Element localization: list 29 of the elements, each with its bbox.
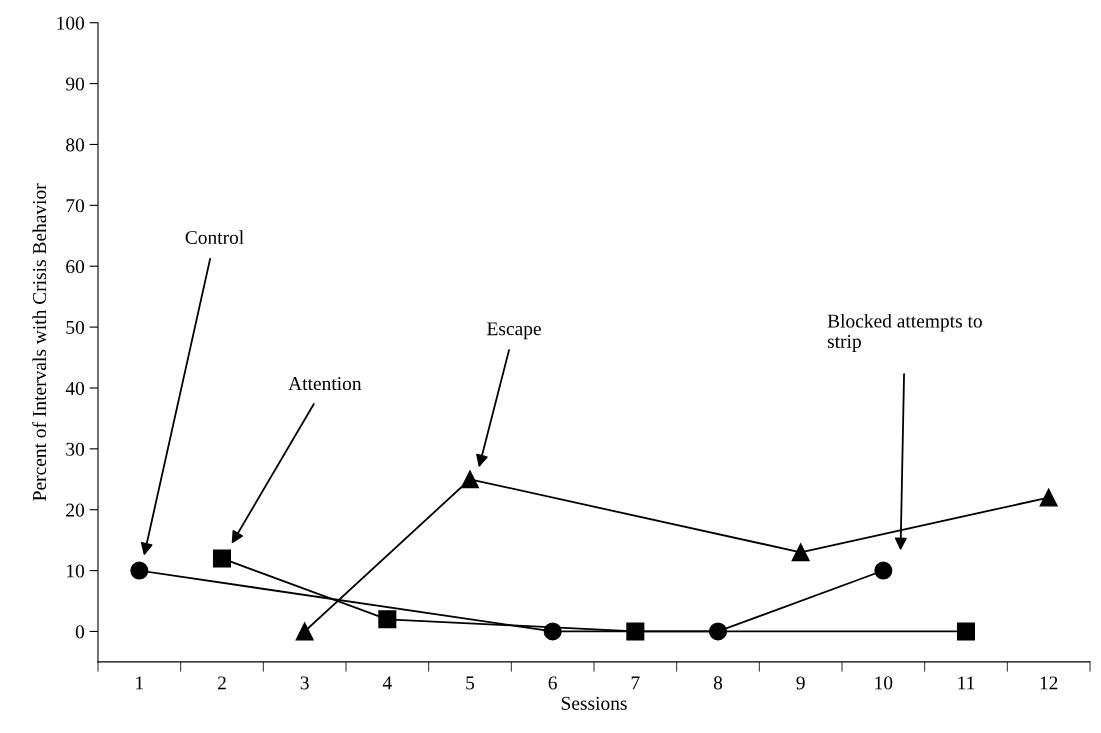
x-tick-label: 2	[217, 676, 226, 690]
y-tick-label: 30	[66, 442, 85, 456]
x-tick-label: 11	[958, 676, 975, 690]
x-tick-label: 8	[713, 676, 723, 690]
x-tick-label: 10	[875, 676, 893, 690]
x-tick-label: 6	[548, 676, 557, 690]
x-tick-label: 4	[382, 676, 392, 690]
y-tick-label: 100	[57, 16, 85, 30]
y-tick-label: 50	[66, 320, 85, 335]
text: Control	[185, 230, 244, 245]
y-tick-label: 60	[66, 260, 85, 274]
text: Escape	[487, 322, 541, 340]
y-tick-label: 20	[66, 503, 85, 517]
y-tick-label: 0	[75, 625, 85, 639]
x-tick-label: 5	[466, 676, 475, 690]
text: Attention	[288, 377, 362, 391]
y-tick-label: 40	[65, 381, 85, 395]
y-tick-label: 10	[67, 564, 85, 578]
x-tick-label: 3	[300, 676, 309, 690]
y-axis-title: Percent of Intervals with Crisis Behavior	[32, 183, 47, 501]
x-tick-label: 1	[136, 676, 144, 690]
y-tick-label: 70	[66, 199, 85, 213]
x-tick-label: 7	[631, 676, 640, 690]
x-axis-title: Sessions	[561, 696, 627, 710]
annotation: Blocked attempts to strip	[827, 313, 982, 352]
y-tick-label: 90	[65, 77, 85, 91]
y-tick-label: 80	[66, 138, 85, 152]
x-tick-label: 12	[1040, 676, 1058, 690]
x-tick-label: 9	[796, 676, 805, 690]
